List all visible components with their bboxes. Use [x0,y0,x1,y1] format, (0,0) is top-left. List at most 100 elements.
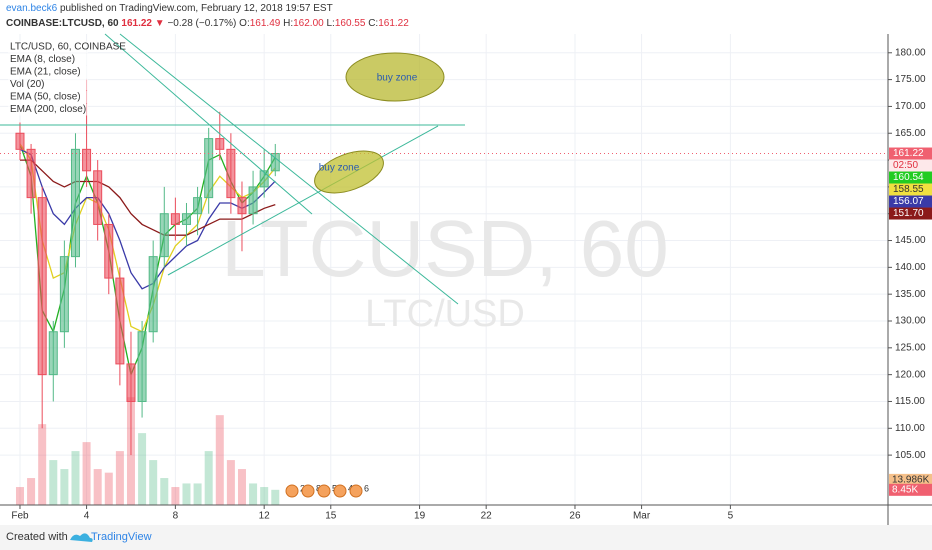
candle-body [48,331,58,376]
last-price: 161.22 [121,18,152,29]
annotation: buy zone [377,73,418,84]
plot [0,79,888,505]
x-tick-label: 4 [84,511,90,522]
ohlc-label: C: [368,18,378,29]
event-icon [333,484,347,498]
ohlc-value: 160.55 [335,18,366,29]
volume-bar [160,478,169,505]
candle-body [215,138,225,150]
candle-body [26,148,36,199]
candle-body [137,331,147,402]
legend-entry: EMA (200, close) [10,104,86,115]
price-label-bg [889,183,932,196]
price-label-bg [889,195,932,208]
axes: 105.00 110.00 115.00 120.00 125.00 130.00 135.… [11,47,932,522]
volume-bar [215,415,224,505]
candle-body [193,197,203,215]
volume-bar [82,442,91,505]
y-tick-label: 130.00 [895,316,926,327]
y-tick-label: 165.00 [895,128,926,139]
legend-bg [8,41,88,53]
candle-body [170,213,180,225]
candle-body [270,153,280,172]
candle-body [59,256,69,333]
ohlc-label: O: [239,18,250,29]
candle-body [70,148,80,258]
volume-bar [15,487,24,505]
price-label: 160.54 [893,172,924,183]
candle-body [204,138,214,199]
price-label: 161.22 [893,148,924,159]
event-icon [301,484,315,498]
event-icon [349,484,363,498]
x-tick-label: 15 [325,511,337,522]
volume-bar [104,472,113,505]
volume-bar [93,469,102,505]
candle-body [259,170,269,188]
y-tick-label: 125.00 [895,342,926,353]
zone-ellipse [314,150,384,194]
legend-bg [8,91,88,103]
x-tick-label: 8 [173,511,179,522]
volume-bar [171,487,180,505]
y-tick-label: 175.00 [895,74,926,85]
legend-entry: EMA (50, close) [10,92,81,103]
footer [0,525,932,550]
countdown: 02:50 [893,160,918,171]
y-tick-label: 180.00 [895,47,926,58]
legend-entry: Vol (20) [10,79,44,90]
watermark: LTCUSD, 60 [221,204,669,293]
volume-bar [182,483,191,505]
volume-bar [27,478,36,505]
y-tick-label: 110.00 [895,423,925,434]
volume-bar [249,483,258,505]
candle-body [115,277,125,365]
change: −0.28 (−0.17%) [167,18,236,29]
candle-body [104,223,114,279]
price-label-bg [889,171,932,184]
symbol-line: COINBASE:LTCUSD, 60 161.22 ▼ −0.28 (−0.1… [6,18,409,29]
candle-body [226,148,236,199]
volume-bar [226,460,235,505]
candle-body [93,170,103,225]
volume-label: 8.45K [892,484,918,495]
candle-body [82,148,92,172]
volume-bar [149,460,158,505]
ohlc-value: 161.22 [378,18,409,29]
legend-bg [8,66,88,78]
price-label: 158.55 [893,184,924,195]
x-tick-label: 26 [569,511,581,522]
annotation: buy zone [319,163,360,174]
y-tick-label: 170.00 [895,101,926,112]
y-tick-label: 115.00 [895,396,925,407]
volume-bar [193,483,202,505]
volume-bar [204,451,213,505]
price-label: 156.07 [893,196,924,207]
volume-bar [38,424,47,505]
x-tick-label: 12 [259,511,271,522]
zone-ellipse [345,52,445,102]
price-label-bg [889,147,932,160]
y-tick-label: 120.00 [895,369,926,380]
legend-bg [8,53,88,66]
candle-body [237,197,247,215]
volume-bar [260,487,269,505]
y-tick-label: 135.00 [895,289,926,300]
ema-line [19,148,276,290]
ohlc-label: L: [326,18,334,29]
price-label-bg [889,207,932,220]
ohlc-value: 161.49 [250,18,281,29]
event-icon [317,484,331,498]
ohlc-value: 162.00 [293,18,324,29]
volume-bar [60,469,69,505]
trend-line [104,33,313,215]
symbol: COINBASE:LTCUSD, 60 [6,18,119,29]
volume-bar [71,451,80,505]
candle-body [37,197,47,376]
volume-bar [271,489,280,505]
event-icon [285,484,299,498]
ohlc-label: H: [283,18,293,29]
